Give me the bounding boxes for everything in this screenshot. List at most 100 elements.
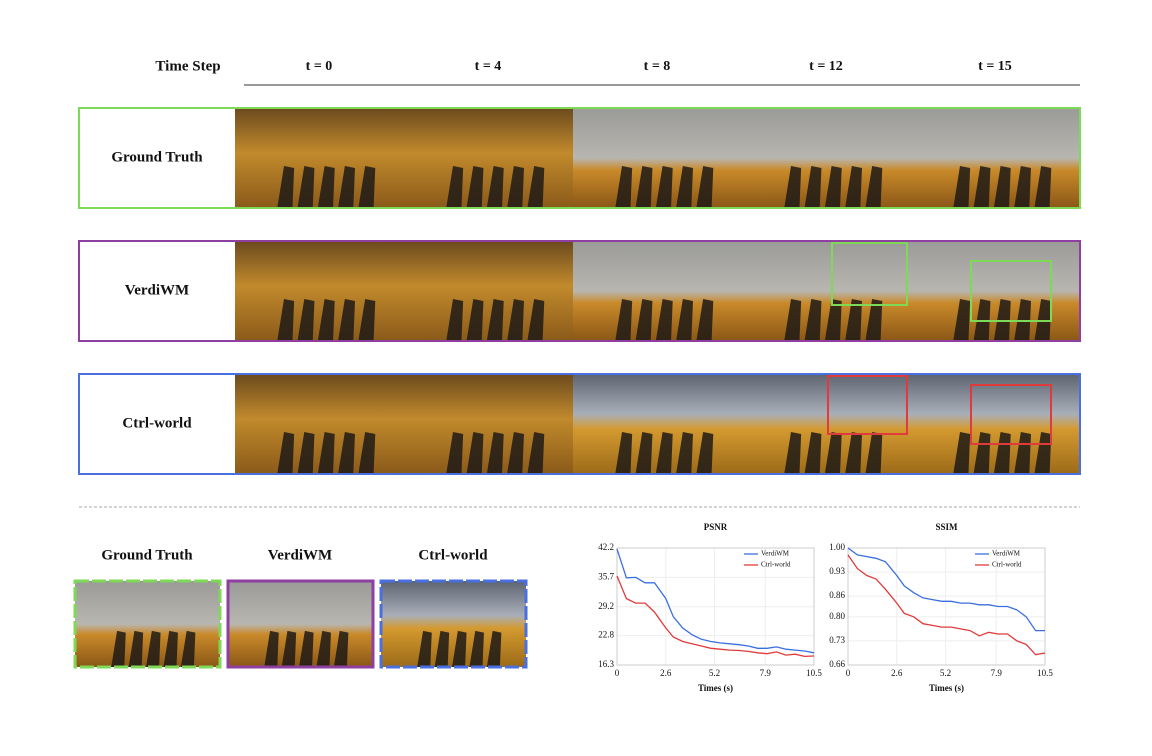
- crop-border: [73, 579, 222, 669]
- gripper: [507, 299, 524, 341]
- gripper: [299, 630, 314, 667]
- gripper: [1014, 432, 1031, 474]
- y-tick-label: 1.00: [829, 542, 845, 552]
- gripper: [804, 166, 822, 208]
- gripper: [655, 432, 673, 474]
- x-tick-label: 7.9: [760, 668, 772, 678]
- gripper: [784, 166, 802, 208]
- gripper: [615, 432, 633, 474]
- x-axis-label: Times (s): [698, 683, 733, 693]
- frame-image: [381, 581, 526, 667]
- y-tick-label: 0.93: [829, 566, 845, 576]
- gripper: [358, 299, 376, 341]
- time-step: t = 8: [644, 59, 671, 74]
- legend-label: VerdiWM: [992, 550, 1021, 558]
- gripper: [507, 432, 524, 474]
- gripper: [953, 432, 971, 474]
- crop-label: Ground Truth: [101, 547, 193, 563]
- gripper: [297, 432, 315, 474]
- y-tick-label: 0.66: [829, 659, 845, 669]
- y-tick-label: 22.8: [598, 630, 614, 640]
- gripper: [784, 299, 802, 341]
- gripper: [277, 432, 295, 474]
- x-tick-label: 5.2: [709, 668, 720, 678]
- crop-border: [379, 579, 528, 669]
- time-step: t = 0: [306, 59, 333, 74]
- gripper: [973, 166, 991, 208]
- y-tick-label: 42.2: [598, 542, 614, 552]
- frame-image: [911, 241, 1080, 341]
- gripper: [676, 299, 693, 341]
- gripper: [486, 432, 504, 474]
- x-tick-label: 2.6: [660, 668, 672, 678]
- gripper: [466, 299, 484, 341]
- gripper: [452, 630, 467, 667]
- row-label: Ctrl-world: [122, 415, 192, 431]
- gripper: [297, 166, 315, 208]
- gripper: [316, 630, 331, 667]
- series-line: [847, 554, 1046, 656]
- gripper: [824, 432, 842, 474]
- x-tick-label: 2.6: [891, 668, 903, 678]
- gripper: [993, 432, 1011, 474]
- gripper: [486, 299, 504, 341]
- chart-title: PSNR: [704, 522, 728, 532]
- legend-label: Ctrl-world: [992, 561, 1022, 569]
- gripper: [615, 166, 633, 208]
- gripper: [1034, 166, 1052, 208]
- x-tick-label: 5.2: [940, 668, 951, 678]
- gripper: [180, 630, 196, 667]
- gripper: [338, 432, 355, 474]
- gripper: [446, 432, 464, 474]
- frame-image: [75, 581, 220, 667]
- gripper: [466, 166, 484, 208]
- y-tick-label: 0.86: [829, 590, 845, 600]
- gripper: [953, 166, 971, 208]
- gripper: [865, 166, 883, 208]
- gripper: [696, 299, 714, 341]
- gripper: [973, 432, 991, 474]
- gripper: [297, 299, 315, 341]
- gripper: [676, 166, 693, 208]
- gripper: [655, 166, 673, 208]
- gripper: [953, 299, 971, 341]
- y-tick-label: 0.73: [829, 635, 845, 645]
- gripper: [635, 166, 653, 208]
- frame-image: [573, 108, 742, 208]
- gripper: [358, 432, 376, 474]
- frame-image: [742, 108, 911, 208]
- gripper: [434, 630, 450, 667]
- time-step: t = 15: [978, 59, 1012, 74]
- row-label: VerdiWM: [125, 282, 189, 298]
- series-line: [847, 547, 1045, 632]
- gripper: [676, 432, 693, 474]
- gripper: [696, 166, 714, 208]
- highlight-box: [970, 384, 1052, 445]
- series-line: [616, 575, 815, 658]
- gripper: [281, 630, 297, 667]
- gripper: [277, 299, 295, 341]
- gripper: [469, 630, 484, 667]
- time-step-label: Time Step: [155, 58, 220, 74]
- crop-border: [226, 579, 375, 669]
- gripper: [317, 166, 335, 208]
- gripper: [865, 299, 883, 341]
- gripper: [845, 166, 862, 208]
- time-step: t = 4: [475, 59, 502, 74]
- gripper: [277, 166, 295, 208]
- legend-label: Ctrl-world: [761, 561, 791, 569]
- frame-image: [742, 374, 911, 474]
- gripper: [466, 432, 484, 474]
- gripper: [615, 299, 633, 341]
- frame-image: [235, 241, 404, 341]
- plot-frame: [616, 547, 815, 666]
- frame-image: [742, 241, 911, 341]
- y-tick-label: 29.2: [598, 601, 614, 611]
- gripper: [655, 299, 673, 341]
- series-line: [616, 548, 815, 654]
- gripper: [446, 299, 464, 341]
- frame-image: [404, 374, 573, 474]
- row-border: [78, 240, 1081, 342]
- gripper: [446, 166, 464, 208]
